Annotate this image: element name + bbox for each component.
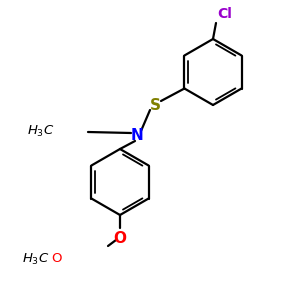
Text: O: O <box>113 231 127 246</box>
Text: N: N <box>130 128 143 142</box>
Text: $H_3C$: $H_3C$ <box>27 124 54 139</box>
Text: Cl: Cl <box>217 7 232 21</box>
Text: S: S <box>149 98 161 112</box>
Text: O: O <box>51 253 62 266</box>
Text: $H_3C$: $H_3C$ <box>22 251 50 266</box>
